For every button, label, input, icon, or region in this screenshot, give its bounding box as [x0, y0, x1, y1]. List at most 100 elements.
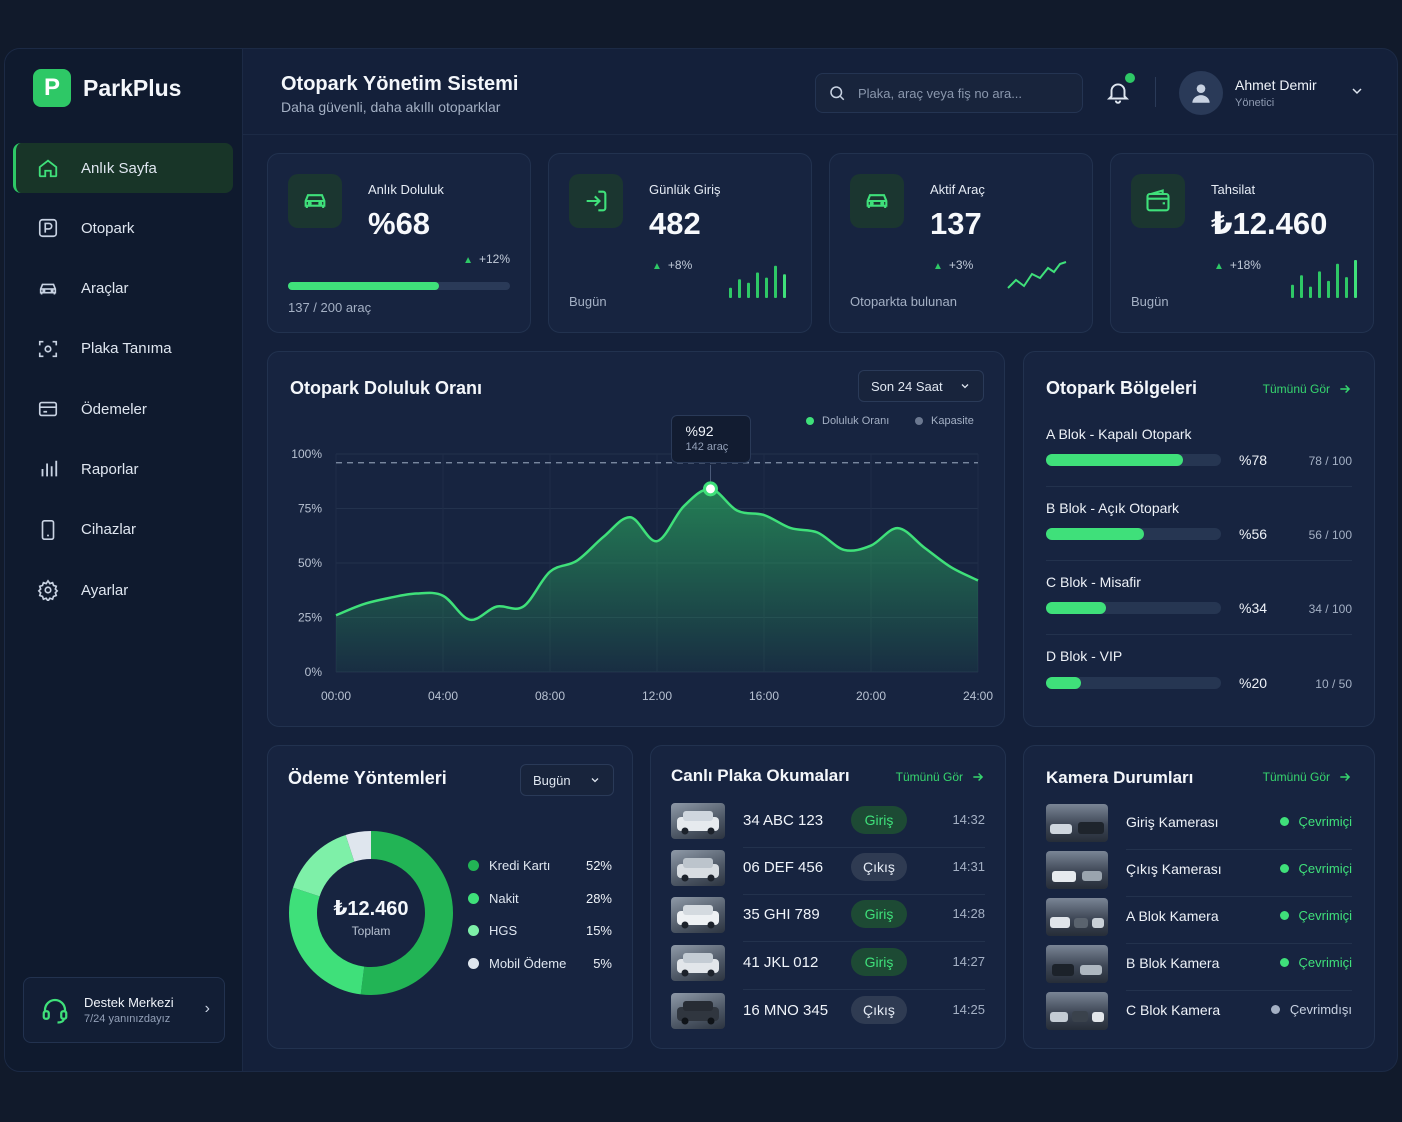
- legend-label: Nakit: [489, 891, 519, 906]
- avatar[interactable]: [1179, 71, 1223, 115]
- x-tick-label: 16:00: [749, 689, 779, 703]
- zone-progress: [1046, 454, 1221, 466]
- search-input[interactable]: [858, 85, 1068, 101]
- chart-tooltip: %92 142 araç: [670, 414, 751, 463]
- donut-slice[interactable]: [345, 831, 372, 862]
- car-icon: [39, 283, 57, 295]
- support-subtitle: 7/24 yanınızdayız: [84, 1013, 171, 1025]
- payment-donut-chart: [289, 831, 453, 995]
- bell-icon[interactable]: [1105, 79, 1131, 105]
- legend-dot: [468, 925, 479, 936]
- chevron-down-icon[interactable]: [1349, 83, 1365, 99]
- sidebar-item-payments[interactable]: Ödemeler: [13, 384, 233, 434]
- status-dot: [1270, 1005, 1280, 1014]
- spark-bar: [774, 265, 777, 298]
- see-all-label: Tümünü Gör: [1262, 382, 1330, 396]
- kpi-card-revenue[interactable]: Tahsilat ₺12.460 ▲ +18% Bugün: [1110, 153, 1374, 333]
- zone-progress-fill: [1046, 602, 1106, 614]
- kpi-change: ▲ +8%: [652, 258, 692, 272]
- reading-time: 14:32: [952, 812, 985, 827]
- kpi-change-value: +18%: [1229, 258, 1261, 272]
- chevron-down-icon: [591, 778, 599, 783]
- legend-dot: [468, 958, 479, 969]
- range-value: Bugün: [533, 772, 571, 788]
- camera-row[interactable]: Çıkış Kamerası Çevrimiçi: [1046, 851, 1352, 897]
- sidebar-item-vehicles[interactable]: Araçlar: [13, 264, 233, 314]
- sidebar-item-label: Plaka Tanıma: [81, 340, 172, 358]
- zones-title: Otopark Bölgeleri: [1046, 378, 1198, 398]
- kpi-value: 482: [649, 206, 701, 241]
- x-tick-label: 04:00: [428, 689, 458, 703]
- app-window: P ParkPlus Anlık Sayfa Otopark Araçlar P…: [4, 48, 1398, 1072]
- plate-row[interactable]: 06 DEF 456 Çıkış 14:31: [671, 847, 985, 895]
- logo[interactable]: P ParkPlus: [33, 69, 181, 107]
- see-all-label: Tümünü Gör: [1262, 770, 1330, 784]
- donut-slice[interactable]: [293, 835, 355, 897]
- status-label: Çevrimdışı: [1289, 1002, 1352, 1017]
- sidebar-item-settings[interactable]: Ayarlar: [13, 565, 233, 615]
- sidebar-item-reports[interactable]: Raporlar: [13, 444, 233, 494]
- zone-percent: %34: [1239, 600, 1268, 616]
- user-name: Ahmet Demir: [1235, 77, 1317, 93]
- camera-row[interactable]: C Blok Kamera Çevrimdışı: [1046, 992, 1352, 1038]
- user-icon: [1192, 84, 1210, 103]
- divider: [743, 894, 985, 895]
- cameras-see-all-link[interactable]: Tümünü Gör: [1263, 770, 1352, 784]
- zones-see-all-link[interactable]: Tümünü Gör: [1263, 382, 1352, 396]
- sidebar-item-label: Cihazlar: [81, 521, 137, 539]
- camera-thumbnail: [1046, 898, 1108, 936]
- y-tick-label: 100%: [291, 447, 322, 461]
- sidebar-item-home[interactable]: Anlık Sayfa: [13, 143, 233, 193]
- y-tick-label: 25%: [298, 611, 322, 625]
- kpi-icon-box: [850, 174, 904, 228]
- zone-count: 34 / 100: [1308, 602, 1352, 616]
- chevron-down-icon: [961, 384, 969, 389]
- camera-status: Çevrimiçi: [1279, 814, 1352, 829]
- plate-row[interactable]: 35 GHI 789 Giriş 14:28: [671, 894, 985, 942]
- tooltip-value: %92: [685, 422, 714, 439]
- camera-row[interactable]: A Blok Kamera Çevrimiçi: [1046, 898, 1352, 944]
- kpi-card-occupancy[interactable]: Anlık Doluluk %68 ▲ +12% 137 / 200 araç: [267, 153, 531, 333]
- payments-range-dropdown[interactable]: Bugün: [520, 764, 614, 796]
- divider: [743, 847, 985, 848]
- sidebar-item-label: Araçlar: [81, 280, 129, 298]
- kpi-card-daily-entry[interactable]: Günlük Giriş 482 ▲ +8% Bugün: [548, 153, 812, 333]
- plate-row[interactable]: 41 JKL 012 Giriş 14:27: [671, 942, 985, 990]
- zone-count: 10 / 50: [1315, 677, 1352, 691]
- plate-row[interactable]: 16 MNO 345 Çıkış 14:25: [671, 990, 985, 1038]
- sidebar-item-plate-recognition[interactable]: Plaka Tanıma: [13, 324, 233, 374]
- donut-slice[interactable]: [360, 831, 453, 995]
- camera-row[interactable]: Giriş Kamerası Çevrimiçi: [1046, 804, 1352, 850]
- plate-row[interactable]: 34 ABC 123 Giriş 14:32: [671, 800, 985, 848]
- spark-bar: [756, 272, 759, 298]
- zone-percent: %56: [1239, 526, 1268, 542]
- camera-name: Çıkış Kamerası: [1126, 861, 1222, 877]
- see-all-label: Tümünü Gör: [895, 770, 963, 784]
- kpi-footer: Bugün: [1131, 294, 1169, 309]
- highlight-point[interactable]: [703, 481, 718, 497]
- kpi-change-value: +3%: [948, 258, 974, 272]
- sidebar-item-devices[interactable]: Cihazlar: [13, 505, 233, 555]
- search-box[interactable]: [815, 73, 1083, 113]
- plates-see-all-link[interactable]: Tümünü Gör: [896, 770, 985, 784]
- kpi-label: Anlık Doluluk: [368, 182, 444, 197]
- camera-thumbnail: [1046, 804, 1108, 842]
- x-tick-label: 24:00: [963, 689, 993, 703]
- sidebar-item-parking[interactable]: Otopark: [13, 203, 233, 253]
- kpi-card-active-vehicles[interactable]: Aktif Araç 137 ▲ +3% Otoparkta bulunan: [829, 153, 1093, 333]
- donut-slice[interactable]: [289, 887, 365, 995]
- legend-percent: 5%: [593, 956, 612, 971]
- car-thumbnail: [671, 993, 725, 1029]
- zone-name: A Blok - Kapalı Otopark: [1046, 426, 1192, 442]
- camera-row[interactable]: B Blok Kamera Çevrimiçi: [1046, 945, 1352, 991]
- support-center-button[interactable]: Destek Merkezi 7/24 yanınızdayız ›: [23, 977, 225, 1043]
- legend-label: HGS: [489, 923, 518, 938]
- payment-legend-item: Nakit: [468, 891, 519, 906]
- occupancy-area: [336, 488, 978, 672]
- range-dropdown[interactable]: Son 24 Saat: [858, 370, 984, 402]
- camera-name: B Blok Kamera: [1126, 955, 1220, 971]
- up-arrow-icon: ▲: [463, 255, 473, 266]
- kpi-value: ₺12.460: [1211, 206, 1328, 241]
- donut-total: ₺12.460: [333, 898, 409, 920]
- legend-occupancy: Doluluk Oranı: [806, 415, 889, 427]
